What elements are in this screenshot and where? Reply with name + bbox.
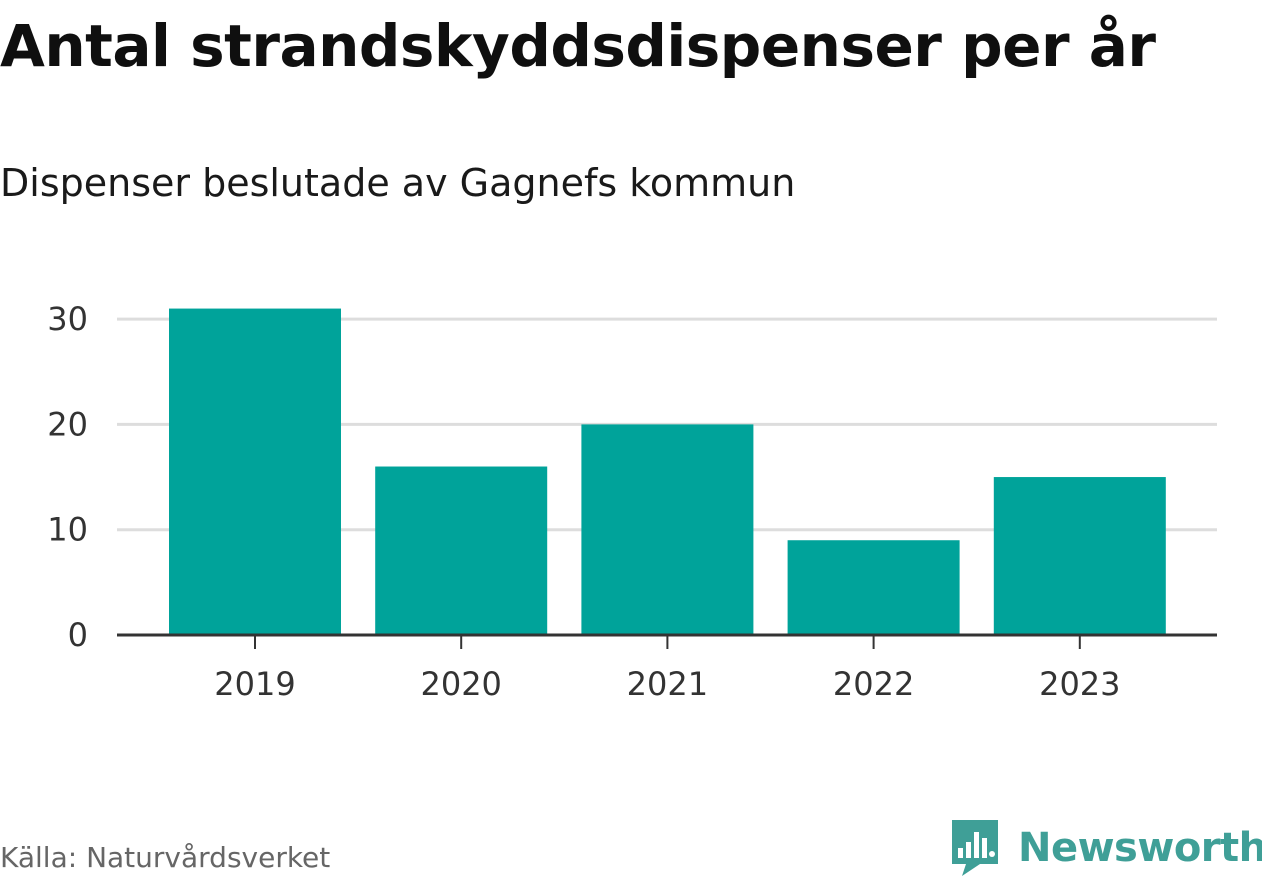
bar-chart: 0 10 20 30 2019 2020 2021 2022 2023 [47,300,1217,703]
source-note: Källa: Naturvårdsverket [0,841,331,874]
chart-title: Antal strandskyddsdispenser per år [0,12,1156,80]
brand-name: Newsworthy [1018,825,1262,871]
bar-2019 [169,308,341,635]
x-axis [117,633,1217,649]
tick-labels: 0 10 20 30 2019 2020 2021 2022 2023 [47,300,1120,703]
bar-2022 [787,540,960,635]
y-tick-label: 0 [68,616,88,654]
y-tick-label: 20 [47,405,88,443]
brand: Newsworthy [950,818,1262,878]
x-tick-label: 2019 [214,665,295,703]
chart-subtitle: Dispenser beslutade av Gagnefs kommun [0,161,796,205]
x-tick-label: 2022 [833,665,914,703]
newsworthy-logo-icon [952,820,998,876]
y-tick-label: 10 [47,511,88,549]
bar-2020 [375,466,548,635]
bar-2021 [581,424,754,635]
bars [169,308,1166,635]
x-tick-label: 2021 [627,665,708,703]
y-tick-label: 30 [47,300,88,338]
x-tick-label: 2020 [420,665,501,703]
x-tick-label: 2023 [1039,665,1120,703]
bar-2023 [993,477,1166,635]
